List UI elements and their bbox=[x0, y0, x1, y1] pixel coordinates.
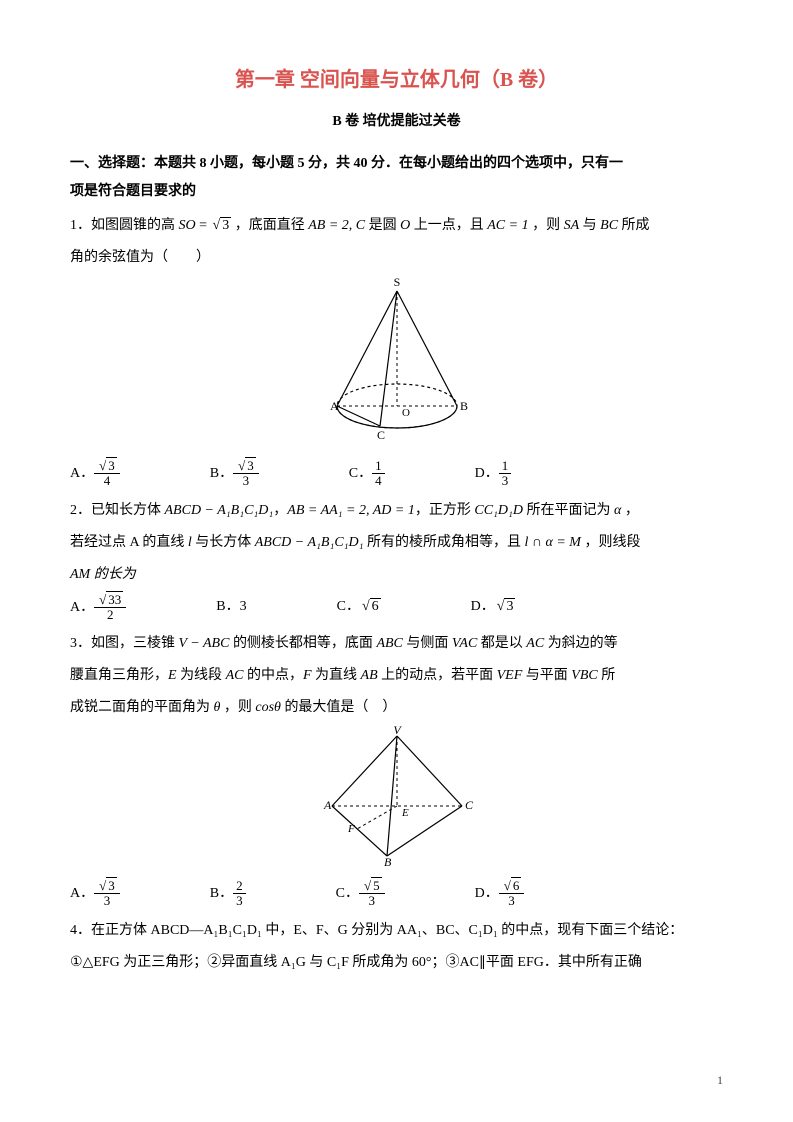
q3-opt-d: D．63 bbox=[475, 879, 525, 909]
q1-opt-b: B．33 bbox=[210, 459, 259, 489]
label-S: S bbox=[393, 276, 400, 289]
label-C: C bbox=[377, 428, 385, 442]
q2-options: A．332 B．3 C．6 D．3 bbox=[70, 593, 723, 623]
subtitle: B 卷 培优提能过关卷 bbox=[70, 108, 723, 136]
svg-text:A: A bbox=[323, 798, 332, 812]
page-number: 1 bbox=[717, 1068, 723, 1092]
q2-opt-d: D．3 bbox=[471, 593, 516, 623]
q3-options: A．33 B．23 C．53 D．63 bbox=[70, 879, 723, 909]
question-3: 3．如图，三棱锥 V − ABC 的侧棱长都相等，底面 ABC 与侧面 VAC … bbox=[70, 630, 723, 658]
q2-opt-a: A．332 bbox=[70, 593, 126, 623]
q3-opt-b: B．23 bbox=[210, 879, 246, 909]
q3-opt-a: A．33 bbox=[70, 879, 120, 909]
svg-text:C: C bbox=[465, 798, 474, 812]
question-4-line2: ①△EFG 为正三角形；②异面直线 A₁G 与 C₁F 所成角为 60°；③AC… bbox=[70, 949, 723, 977]
label-A: A bbox=[330, 399, 339, 413]
question-2-line2: 若经过点 A 的直线 l 与长方体 ABCD − A₁B₁C₁D₁ 所有的棱所成… bbox=[70, 529, 723, 557]
question-2: 2．已知长方体 ABCD − A₁B₁C₁D₁，AB = AA₁ = 2, AD… bbox=[70, 497, 723, 525]
question-3-line3: 成锐二面角的平面角为 θ ，则 cosθ 的最大值是（ ） bbox=[70, 694, 723, 722]
question-2-line3: AM 的长为 bbox=[70, 561, 723, 589]
q1-options: A．34 B．33 C．14 D．13 bbox=[70, 459, 723, 489]
label-O: O bbox=[402, 407, 410, 419]
question-3-line2: 腰直角三角形，E 为线段 AC 的中点，F 为直线 AB 上的动点，若平面 VE… bbox=[70, 662, 723, 690]
svg-text:F: F bbox=[347, 823, 355, 835]
question-4: 4．在正方体 ABCD—A₁B₁C₁D₁ 中，E、F、G 分别为 AA₁、BC、… bbox=[70, 917, 723, 945]
question-1-line2: 角的余弦值为（ ） bbox=[70, 244, 723, 272]
question-1: 1．如图圆锥的高 SO = 3 ，底面直径 AB = 2, C 是圆 O 上一点… bbox=[70, 212, 723, 240]
q1-opt-c: C．14 bbox=[349, 459, 385, 489]
label-B: B bbox=[460, 399, 468, 413]
q1-opt-d: D．13 bbox=[475, 459, 512, 489]
figure-tetra: V A C B E F bbox=[70, 726, 723, 877]
q2-opt-c: C．6 bbox=[337, 593, 381, 623]
section-heading: 一、选择题：本题共 8 小题，每小题 5 分，共 40 分．在每小题给出的四个选… bbox=[70, 150, 723, 206]
svg-text:B: B bbox=[384, 855, 392, 866]
q2-opt-b: B．3 bbox=[216, 593, 246, 623]
figure-cone: S A B O C bbox=[70, 276, 723, 457]
q1-opt-a: A．34 bbox=[70, 459, 120, 489]
svg-text:E: E bbox=[401, 807, 409, 819]
q3-opt-c: C．53 bbox=[336, 879, 385, 909]
svg-text:V: V bbox=[393, 726, 402, 737]
page-title: 第一章 空间向量与立体几何（B 卷） bbox=[70, 60, 723, 100]
